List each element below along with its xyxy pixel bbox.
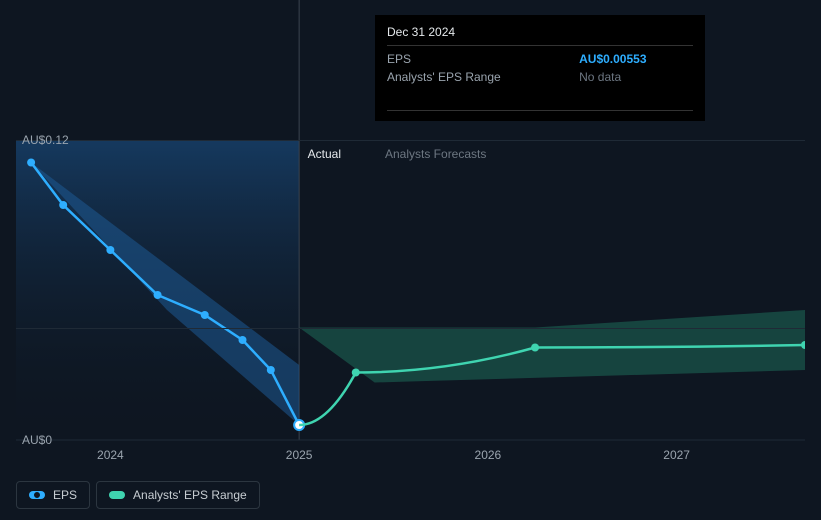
gridline [16,328,805,329]
legend-swatch-icon [29,491,45,499]
legend-swatch-icon [109,491,125,499]
y-axis-label: AU$0.12 [22,133,69,147]
tooltip-value: No data [579,68,693,86]
chart-legend: EPS Analysts' EPS Range [16,481,260,509]
x-axis-label: 2024 [97,448,124,462]
tooltip-date: Dec 31 2024 [387,25,693,46]
y-axis-label: AU$0 [22,433,52,447]
tooltip-row: Analysts' EPS Range No data [387,68,693,86]
forecast-section-label: Analysts Forecasts [385,147,486,161]
chart-tooltip: Dec 31 2024 EPS AU$0.00553 Analysts' EPS… [375,15,705,121]
x-axis-label: 2025 [286,448,313,462]
tooltip-value: AU$0.00553 [579,50,693,68]
gridline [16,140,805,141]
legend-item-range[interactable]: Analysts' EPS Range [96,481,260,509]
x-axis-label: 2026 [475,448,502,462]
legend-item-eps[interactable]: EPS [16,481,90,509]
x-axis-label: 2027 [663,448,690,462]
tooltip-row: EPS AU$0.00553 [387,50,693,68]
legend-label: EPS [53,488,77,502]
legend-label: Analysts' EPS Range [133,488,247,502]
tooltip-key: Analysts' EPS Range [387,68,579,86]
tooltip-key: EPS [387,50,579,68]
actual-section-label: Actual [308,147,341,161]
chart-container: AU$0.12 AU$0 Actual Analysts Forecasts 2… [16,0,805,520]
